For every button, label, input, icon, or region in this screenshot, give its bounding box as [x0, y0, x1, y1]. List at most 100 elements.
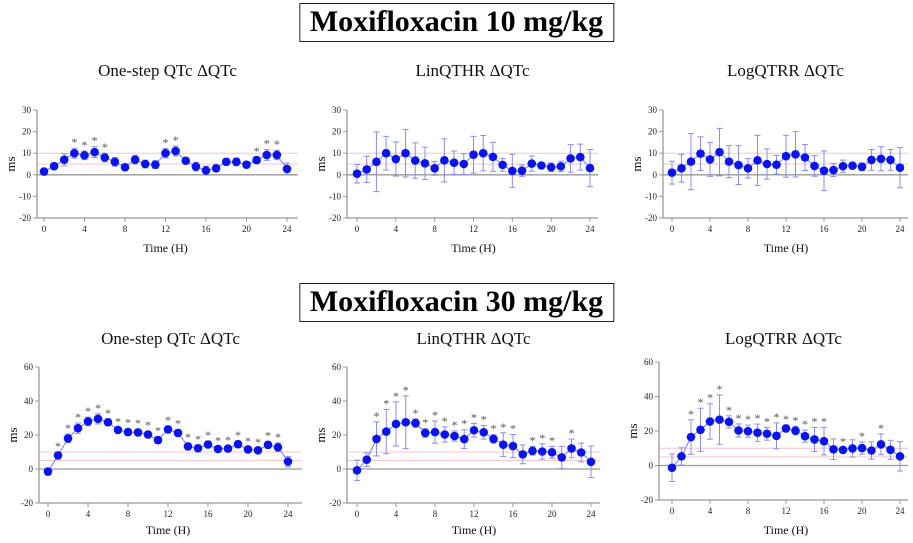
data-point: [576, 448, 586, 457]
data-point: [469, 150, 478, 160]
significance-star: *: [539, 431, 545, 445]
data-point: [705, 155, 715, 164]
x-tick-label: 16: [508, 224, 518, 234]
data-point: [686, 157, 696, 166]
x-tick-label: 4: [86, 509, 91, 519]
data-point: [734, 160, 743, 170]
x-tick-label: 8: [123, 224, 128, 234]
significance-star: *: [413, 406, 419, 420]
data-point: [508, 441, 518, 451]
significance-star: *: [185, 430, 191, 444]
significance-star: *: [255, 435, 261, 449]
x-tick-label: 4: [394, 509, 399, 519]
data-point: [876, 439, 886, 449]
significance-star: *: [254, 144, 260, 158]
x-axis-label: Time (H): [764, 241, 809, 255]
data-point: [895, 452, 905, 461]
x-tick-label: 8: [433, 509, 438, 519]
data-point: [223, 444, 233, 453]
x-tick-label: 12: [470, 509, 479, 519]
significance-star: *: [793, 413, 799, 427]
data-point: [677, 452, 686, 461]
data-point: [273, 442, 283, 452]
x-tick-label: 12: [469, 224, 478, 234]
x-tick-label: 20: [548, 509, 558, 519]
data-point: [715, 415, 724, 424]
data-point: [440, 156, 449, 165]
data-point: [829, 444, 838, 454]
significance-star: *: [195, 432, 201, 446]
x-axis-label: Time (H): [764, 523, 809, 537]
x-tick-label: 8: [126, 509, 131, 519]
x-tick-label: 16: [204, 509, 214, 519]
y-tick-label: 20: [644, 426, 654, 436]
data-point: [410, 156, 420, 165]
y-tick-label: 60: [24, 362, 34, 372]
dose-heading-30mg: Moxifloxacin 30 mg/kg: [298, 283, 615, 322]
data-point: [80, 151, 89, 160]
x-axis-label: Time (H): [451, 241, 496, 255]
data-point: [381, 148, 391, 158]
significance-star: *: [736, 411, 742, 425]
significance-star: *: [225, 433, 231, 447]
y-tick-label: -20: [21, 498, 33, 508]
y-tick-label: 60: [644, 357, 654, 367]
data-point: [488, 152, 498, 162]
x-tick-label: 24: [587, 509, 597, 519]
significance-star: *: [165, 413, 171, 427]
significance-star: *: [471, 410, 477, 424]
data-point: [537, 161, 546, 170]
data-point: [498, 160, 507, 170]
data-point: [686, 432, 696, 442]
data-point: [211, 164, 221, 173]
data-point: [557, 453, 567, 462]
data-point: [886, 445, 895, 455]
data-point: [772, 160, 781, 169]
significance-star: *: [71, 135, 77, 149]
y-tick-label: 40: [332, 396, 342, 406]
y-axis-label: ms: [3, 156, 18, 171]
x-tick-label: 8: [746, 224, 751, 234]
data-point: [810, 161, 819, 171]
y-tick-label: -20: [329, 213, 341, 223]
data-point: [781, 424, 791, 433]
panel-title: LogQTRR ΔQTc: [725, 329, 842, 348]
data-point: [848, 161, 857, 171]
y-tick-label: 30: [332, 105, 342, 115]
data-point: [876, 154, 886, 164]
data-point: [143, 430, 153, 439]
data-point: [762, 159, 772, 169]
data-point: [724, 157, 734, 166]
y-tick-label: -10: [645, 191, 657, 201]
y-tick-label: 40: [644, 392, 654, 402]
significance-star: *: [85, 404, 91, 418]
y-tick-label: 10: [648, 148, 658, 158]
data-point: [459, 159, 469, 169]
data-point: [696, 425, 705, 435]
significance-star: *: [422, 416, 428, 430]
significance-star: *: [755, 411, 761, 425]
data-point: [449, 158, 459, 168]
x-tick-label: 12: [161, 224, 170, 234]
data-point: [478, 148, 488, 158]
significance-star: *: [491, 422, 497, 436]
x-tick-label: 20: [547, 224, 557, 234]
data-point: [677, 164, 686, 173]
x-tick-label: 12: [782, 224, 791, 234]
data-point: [819, 436, 829, 446]
data-point: [263, 440, 273, 450]
x-tick-label: 0: [46, 509, 51, 519]
x-tick-label: 0: [670, 224, 675, 234]
data-point: [586, 457, 596, 467]
data-point: [100, 153, 110, 162]
data-point: [867, 446, 876, 455]
significance-star: *: [442, 414, 448, 428]
data-point: [715, 147, 724, 157]
x-tick-label: 24: [283, 224, 293, 234]
y-tick-label: 0: [27, 170, 32, 180]
y-axis-label: ms: [629, 156, 644, 171]
x-tick-label: 20: [858, 224, 868, 234]
significance-star: *: [82, 138, 88, 152]
data-point: [201, 166, 211, 175]
significance-star: *: [125, 416, 131, 430]
